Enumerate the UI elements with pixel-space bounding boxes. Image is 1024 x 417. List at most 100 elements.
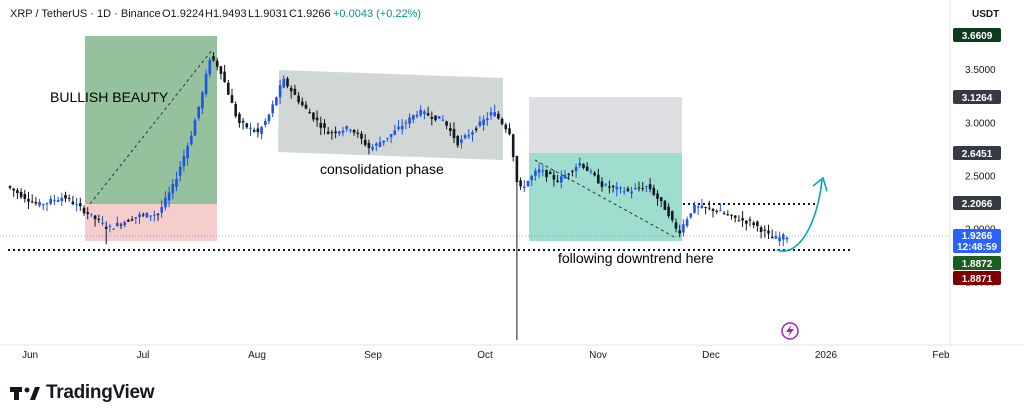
candle (437, 116, 441, 119)
candle (696, 204, 700, 215)
annotation-consolidation: consolidation phase (320, 161, 444, 177)
candle (434, 115, 437, 122)
candle (737, 215, 741, 222)
bullish-profit-zone (85, 36, 217, 204)
candle (489, 107, 493, 120)
annotation-zones (85, 36, 682, 241)
candle (204, 69, 208, 98)
candle (323, 119, 326, 135)
candle (164, 191, 167, 211)
candle (656, 190, 659, 206)
candle (397, 119, 400, 131)
candle (593, 171, 596, 177)
candle (112, 228, 115, 230)
candle (108, 224, 112, 233)
candle (759, 225, 763, 239)
candle (648, 178, 652, 193)
candle (282, 75, 286, 89)
price-tag-label: 2.2066 (962, 199, 993, 210)
candle (64, 191, 67, 203)
candle (101, 216, 104, 226)
candle (297, 92, 300, 105)
candle (441, 115, 445, 122)
candle (349, 128, 352, 134)
candle (75, 197, 78, 212)
time-tick-label: Jul (137, 350, 150, 361)
time-tick-label: Nov (589, 350, 607, 361)
candle (175, 171, 178, 192)
candle (27, 191, 30, 209)
candle (134, 217, 138, 225)
candle (704, 206, 707, 215)
price-tag: 2.2066 (953, 196, 1001, 210)
candle (541, 165, 545, 177)
candle (578, 157, 582, 169)
candle (186, 142, 189, 166)
candle (308, 108, 311, 114)
bullish-projection-line (89, 49, 213, 205)
ohlc-low: L1.9031 (248, 8, 288, 20)
candle (356, 129, 360, 138)
candle (412, 114, 415, 124)
candle (34, 197, 38, 206)
candle (178, 161, 182, 182)
candle (626, 186, 630, 193)
candle (160, 200, 163, 218)
price-tick-label: 2.5000 (965, 171, 996, 182)
candle (700, 198, 704, 209)
downtrend-projection-line (534, 159, 677, 239)
candle (82, 205, 86, 216)
candle (363, 134, 367, 147)
candle (319, 116, 323, 136)
candle (526, 180, 530, 188)
candle (315, 110, 319, 127)
event-lightning-icon[interactable] (781, 322, 799, 340)
candle (193, 117, 197, 136)
candle (693, 201, 696, 214)
consolidation-channel (278, 70, 503, 160)
price-tag-label: 1.9266 (962, 231, 993, 242)
annotation-downtrend: following downtrend here (558, 250, 714, 266)
candle (212, 52, 215, 62)
ohlc-change: +0.0043 (+0.22%) (333, 8, 421, 20)
candle (634, 183, 637, 190)
candle (445, 120, 448, 130)
candle (778, 231, 781, 246)
candle (286, 76, 289, 89)
currency-label: USDT (972, 9, 999, 20)
candle (49, 195, 52, 206)
time-axis[interactable]: Jun Jul Aug Sep Oct Nov Dec 2026 Feb (22, 350, 950, 361)
symbol-title: XRP / TetherUS · 1D · Binance (10, 8, 161, 20)
candle (386, 137, 389, 142)
candle (149, 215, 152, 221)
candle (497, 110, 500, 120)
candle (637, 181, 641, 192)
candle (511, 133, 515, 162)
projection-arrow (776, 179, 823, 252)
price-tick-label: 3.0000 (965, 118, 996, 129)
candle (130, 216, 134, 222)
candle (774, 231, 778, 240)
candle (622, 187, 626, 195)
candle (504, 122, 508, 133)
candle (382, 140, 385, 146)
candle (682, 219, 685, 237)
candle (53, 194, 56, 206)
candle (763, 225, 767, 238)
candle (215, 57, 219, 71)
candle (230, 88, 234, 104)
candle (685, 216, 689, 228)
tradingview-logo-icon (10, 387, 40, 400)
candle (571, 169, 574, 177)
candle (719, 203, 722, 212)
candle (456, 135, 459, 148)
candle (153, 210, 156, 222)
candle (330, 129, 334, 140)
candle (449, 122, 452, 137)
candle (619, 186, 622, 194)
candle (519, 177, 522, 191)
time-tick-label: Feb (932, 350, 950, 361)
candle (156, 212, 160, 221)
candle (645, 185, 648, 193)
